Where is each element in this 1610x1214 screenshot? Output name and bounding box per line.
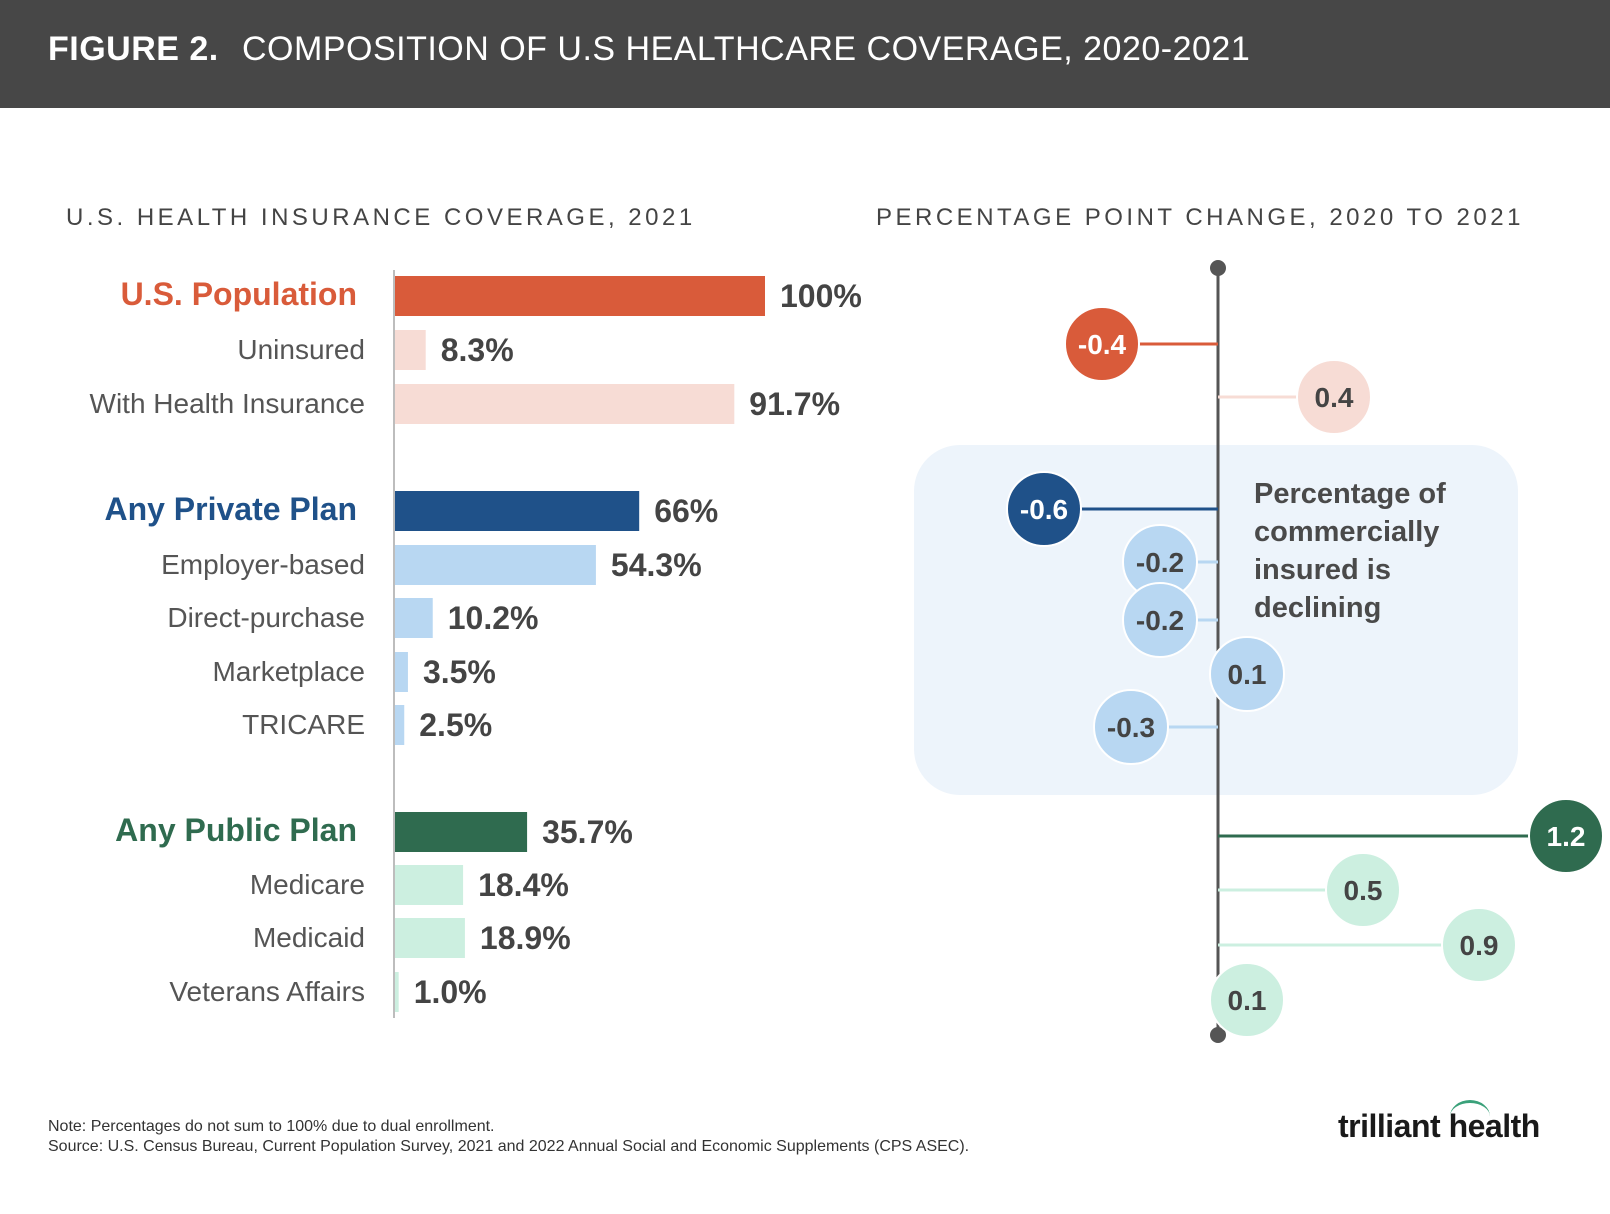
point-label: 0.1: [1228, 659, 1267, 690]
bar-value-label: 3.5%: [423, 654, 496, 690]
figure-title: COMPOSITION OF U.S HEALTHCARE COVERAGE, …: [242, 30, 1251, 68]
point-label: -0.6: [1020, 494, 1068, 525]
bar-value-label: 1.0%: [414, 974, 487, 1010]
bar-medicaid: [395, 918, 465, 958]
bar-value-label: 100%: [780, 278, 862, 314]
bar-value-label: 18.4%: [478, 867, 569, 903]
bar-marketplace: [395, 652, 408, 692]
bar-veterans-affairs: [395, 972, 399, 1012]
point-medicaid: [1441, 907, 1517, 983]
point-any-public-plan: [1528, 798, 1604, 874]
category-label: TRICARE: [242, 709, 365, 740]
point-u-s-population: [1064, 306, 1140, 382]
point-label: 0.5: [1344, 875, 1383, 906]
annotation-text: Percentage of commercially insured is decli…: [1254, 478, 1446, 624]
left-chart-title: U.S. HEALTH INSURANCE COVERAGE, 2021: [66, 204, 696, 231]
category-label: Employer-based: [161, 549, 365, 580]
bar-value-label: 91.7%: [749, 386, 840, 422]
point-label: -0.2: [1136, 547, 1184, 578]
bar-direct-purchase: [395, 598, 433, 638]
annotation-line: declining: [1254, 592, 1381, 624]
point-label: 0.9: [1460, 930, 1499, 961]
bar-medicare: [395, 865, 464, 905]
bar-value-label: 54.3%: [611, 547, 702, 583]
bar-value-label: 66%: [654, 493, 718, 529]
figure-label: FIGURE 2.: [48, 30, 219, 68]
group-label: Any Private Plan: [104, 491, 357, 527]
point-any-private-plan: [1006, 471, 1082, 547]
bar-with-health-insurance: [395, 384, 735, 424]
bar-value-label: 10.2%: [448, 600, 539, 636]
category-label: Medicaid: [253, 922, 365, 953]
bar-any-public-plan: [395, 812, 528, 852]
annotation-line: commercially: [1254, 516, 1439, 548]
bar-value-label: 8.3%: [441, 332, 514, 368]
group-label: U.S. Population: [121, 276, 357, 312]
logo-arc-icon: [1450, 1100, 1490, 1133]
bar-any-private-plan: [395, 491, 640, 531]
point-direct-purchase: [1122, 582, 1198, 658]
point-medicare: [1325, 852, 1401, 928]
right-chart-title: PERCENTAGE POINT CHANGE, 2020 TO 2021: [876, 204, 1524, 231]
category-label: Veterans Affairs: [169, 976, 365, 1007]
category-label: Direct-purchase: [167, 602, 365, 633]
footer-note: Note: Percentages do not sum to 100% due…: [48, 1118, 495, 1135]
category-label: Marketplace: [212, 656, 365, 687]
group-label: Any Public Plan: [115, 812, 357, 848]
trilliant-health-logo: trilliant health: [1338, 1100, 1540, 1145]
bar-u-s-population: [395, 276, 765, 316]
point-label: -0.3: [1107, 712, 1155, 743]
point-label: -0.4: [1078, 329, 1127, 360]
point-with-health-insurance: [1296, 359, 1372, 435]
category-label: Uninsured: [237, 334, 365, 365]
logo-text: trilliant health: [1338, 1108, 1540, 1144]
bar-value-label: 35.7%: [542, 814, 633, 850]
point-tricare: [1093, 689, 1169, 765]
point-marketplace: [1209, 636, 1285, 712]
axis-bottom-dot: [1210, 1027, 1226, 1043]
bar-value-label: 2.5%: [419, 707, 492, 743]
point-label: 0.1: [1228, 985, 1267, 1016]
point-label: 0.4: [1315, 382, 1354, 413]
bar-tricare: [395, 705, 405, 745]
annotation-line: insured is: [1254, 554, 1391, 586]
category-label: With Health Insurance: [90, 388, 365, 419]
annotation-line: Percentage of: [1254, 478, 1446, 510]
bar-value-label: 18.9%: [480, 920, 571, 956]
bar-employer-based: [395, 545, 596, 585]
point-label: -0.2: [1136, 605, 1184, 636]
figure-header: FIGURE 2. COMPOSITION OF U.S HEALTHCARE …: [0, 0, 1610, 108]
point-label: 1.2: [1547, 821, 1586, 852]
axis-top-dot: [1210, 260, 1226, 276]
bar-uninsured: [395, 330, 426, 370]
footer-source: Source: U.S. Census Bureau, Current Popu…: [48, 1138, 970, 1155]
category-label: Medicare: [250, 869, 365, 900]
point-veterans-affairs: [1209, 962, 1285, 1038]
